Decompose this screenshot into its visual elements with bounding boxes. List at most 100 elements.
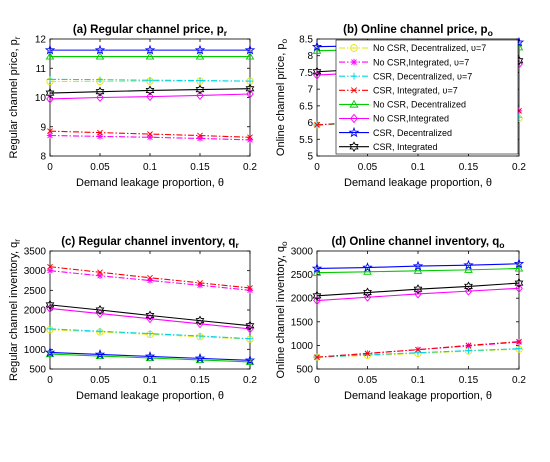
y-tick-label: 6.5 bbox=[299, 101, 313, 112]
data-point bbox=[94, 44, 106, 55]
x-tick-label: 0.05 bbox=[358, 162, 378, 173]
legend: No CSR, Decentralized, υ=7 No CSR,Integra… bbox=[335, 39, 519, 155]
data-point bbox=[244, 44, 256, 55]
data-point bbox=[516, 338, 522, 345]
legend-item-3: CSR, Decentralized, υ=7 bbox=[339, 71, 472, 81]
y-axis-label-main: Online channel inventory, q bbox=[275, 246, 287, 379]
data-point bbox=[314, 122, 320, 128]
data-point bbox=[97, 269, 103, 276]
legend-marker bbox=[350, 87, 358, 94]
series-4 bbox=[47, 128, 253, 141]
data-point bbox=[47, 263, 53, 270]
series-line bbox=[49, 88, 251, 94]
data-point bbox=[363, 292, 372, 302]
data-point bbox=[464, 286, 473, 296]
x-axis-label: Demand leakage proportion, θ bbox=[344, 390, 492, 402]
x-tick-label: 0.15 bbox=[190, 375, 210, 386]
legend-item-1: No CSR, Decentralized, υ=7 bbox=[339, 43, 486, 53]
panel-title: (d) Online channel inventory, qo bbox=[331, 236, 504, 250]
legend-label: No CSR,Integrated, υ=7 bbox=[373, 57, 469, 67]
data-point bbox=[96, 328, 104, 335]
y-axis-label-main: Online channel price, p bbox=[275, 44, 287, 157]
x-tick-label: 0.2 bbox=[512, 375, 526, 386]
data-point bbox=[195, 84, 205, 95]
data-point bbox=[145, 310, 155, 321]
data-point bbox=[363, 287, 372, 298]
data-point bbox=[144, 44, 156, 55]
data-point bbox=[146, 134, 154, 141]
series-5 bbox=[45, 52, 255, 60]
y-tick-label: 1000 bbox=[24, 345, 47, 356]
series-6 bbox=[46, 89, 254, 104]
data-point bbox=[363, 267, 372, 275]
series-8 bbox=[45, 299, 255, 331]
series-4 bbox=[314, 338, 522, 361]
series-line bbox=[49, 304, 251, 327]
y-axis-label-subscript: r bbox=[13, 36, 22, 39]
series-8 bbox=[312, 278, 524, 301]
x-tick-label: 0.2 bbox=[512, 162, 526, 173]
data-point bbox=[47, 128, 53, 135]
data-point bbox=[96, 272, 104, 279]
panel-title-subscript: o bbox=[499, 240, 504, 250]
y-tick-label: 12 bbox=[35, 35, 47, 46]
data-point bbox=[196, 332, 204, 340]
legend-label: CSR, Integrated, υ=7 bbox=[373, 86, 458, 96]
data-point bbox=[364, 350, 371, 357]
legend-label: No CSR, Decentralized bbox=[373, 100, 466, 110]
y-axis-label: Regular channel price, pr bbox=[8, 36, 22, 158]
y-tick-label: 1500 bbox=[291, 317, 314, 328]
data-point bbox=[95, 52, 105, 60]
panel-title: (c) Regular channel inventory, qr bbox=[61, 236, 239, 250]
legend-label: CSR, Decentralized, υ=7 bbox=[373, 71, 472, 81]
data-point bbox=[246, 77, 254, 85]
panel-title: (b) Online channel price, po bbox=[343, 24, 493, 38]
x-tick-label: 0.1 bbox=[143, 375, 157, 386]
data-point bbox=[45, 52, 55, 60]
data-point bbox=[46, 132, 54, 139]
x-tick-label: 0.05 bbox=[358, 375, 378, 386]
y-axis-label-subscript: r bbox=[13, 239, 22, 242]
data-point bbox=[44, 44, 56, 55]
y-tick-label: 2000 bbox=[291, 294, 314, 305]
data-point bbox=[312, 46, 322, 54]
y-tick-label: 8 bbox=[307, 51, 313, 62]
x-tick-label: 0 bbox=[314, 162, 320, 173]
x-tick-label: 0.1 bbox=[143, 162, 157, 173]
x-tick-label: 0.05 bbox=[90, 375, 110, 386]
data-point bbox=[196, 135, 204, 142]
data-point bbox=[515, 283, 523, 293]
y-axis-label-main: Regular channel price, p bbox=[8, 39, 20, 158]
x-tick-label: 0 bbox=[314, 375, 320, 386]
data-point bbox=[95, 86, 105, 97]
data-point bbox=[45, 299, 55, 310]
data-point bbox=[46, 94, 54, 104]
data-point bbox=[312, 66, 322, 77]
series-2 bbox=[46, 132, 254, 144]
data-point bbox=[244, 354, 256, 365]
panel-title-subscript: r bbox=[235, 240, 239, 250]
data-point bbox=[364, 351, 371, 359]
legend-marker bbox=[349, 141, 359, 153]
data-point bbox=[246, 335, 254, 342]
legend-item-4: CSR, Integrated, υ=7 bbox=[339, 86, 458, 96]
data-point bbox=[311, 41, 323, 52]
x-tick-label: 0.15 bbox=[459, 162, 479, 173]
legend-item-6: No CSR,Integrated bbox=[339, 114, 449, 124]
y-tick-label: 1500 bbox=[24, 325, 47, 336]
series-line bbox=[316, 263, 520, 270]
y-tick-label: 11 bbox=[36, 64, 47, 75]
legend-label: CSR, Integrated bbox=[373, 142, 438, 152]
series-line bbox=[49, 307, 251, 330]
data-point bbox=[196, 90, 204, 100]
data-point bbox=[197, 279, 203, 286]
y-tick-label: 6 bbox=[307, 118, 313, 129]
y-tick-label: 2500 bbox=[291, 270, 314, 281]
y-tick-label: 3000 bbox=[291, 247, 314, 258]
y-tick-label: 3500 bbox=[24, 247, 47, 258]
series-line bbox=[316, 267, 520, 274]
x-axis-label: Demand leakage proportion, θ bbox=[76, 390, 224, 402]
panel-title-subscript: r bbox=[224, 28, 228, 38]
panel-title: (a) Regular channel price, pr bbox=[73, 24, 228, 38]
data-point bbox=[45, 88, 55, 99]
